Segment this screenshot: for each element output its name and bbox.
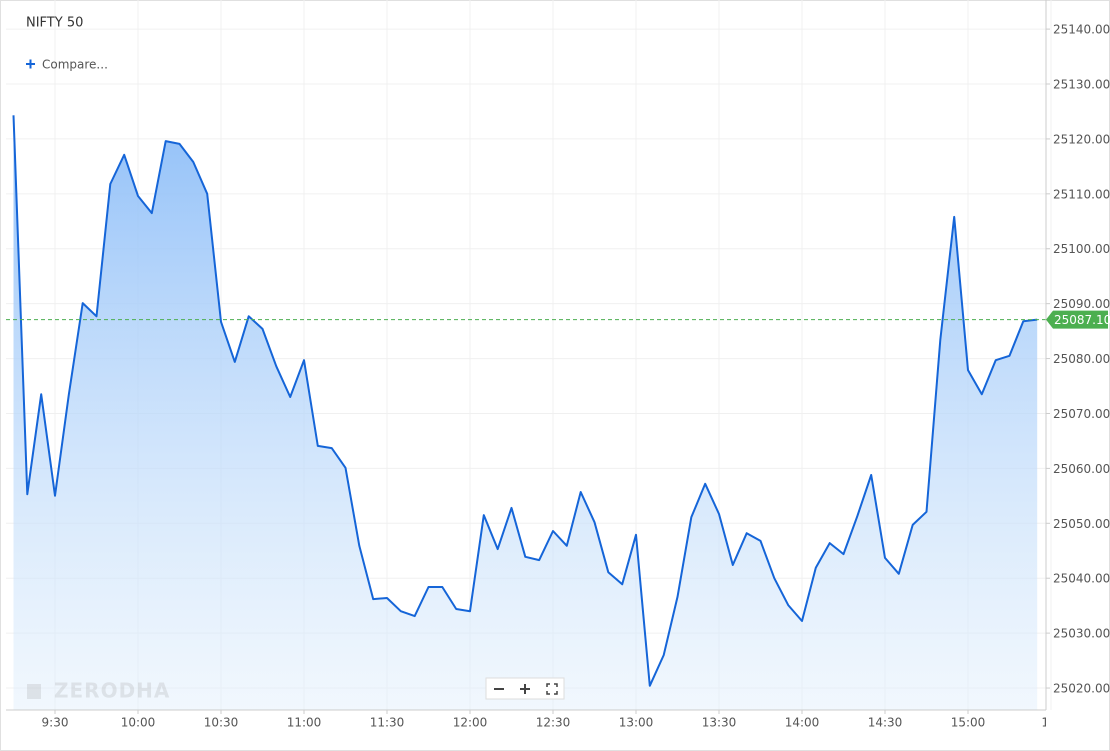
y-tick-label: 25030.00 (1053, 627, 1110, 641)
watermark-text: ZERODHA (54, 679, 170, 703)
y-tick-label: 25110.00 (1053, 187, 1110, 201)
x-tick-label: 13:30 (702, 716, 737, 730)
last-price-tag (1046, 310, 1108, 329)
compare-label[interactable]: Compare... (42, 58, 108, 72)
x-tick-label: 14:00 (785, 716, 820, 730)
x-tick-label: 10:00 (121, 716, 156, 730)
y-tick-label: 25070.00 (1053, 407, 1110, 421)
y-tick-label: 25090.00 (1053, 297, 1110, 311)
x-tick-label: 15:00 (951, 716, 986, 730)
x-tick-label: 12:00 (453, 716, 488, 730)
x-tick-label: 11:30 (370, 716, 405, 730)
plus-icon (26, 59, 35, 69)
last-price-label: 25087.10 (1054, 313, 1110, 327)
y-tick-label: 25140.00 (1053, 23, 1110, 37)
zoom-in[interactable] (520, 684, 530, 694)
y-tick-label: 25120.00 (1053, 132, 1110, 146)
y-tick-label: 25080.00 (1053, 352, 1110, 366)
chart-title: NIFTY 50 (26, 16, 83, 31)
x-tick-label: 15/ (1041, 716, 1061, 730)
zoom-controls (485, 677, 565, 700)
logo (27, 684, 41, 699)
x-tick-label: 10:30 (204, 716, 239, 730)
x-tick-label: 14:30 (868, 716, 903, 730)
y-tick-label: 25020.00 (1053, 682, 1110, 696)
y-tick-label: 25130.00 (1053, 78, 1110, 92)
fullscreen[interactable] (546, 683, 558, 695)
compare-button[interactable]: Compare... (26, 58, 108, 72)
y-tick-label: 25050.00 (1053, 517, 1110, 531)
y-tick-label: 25100.00 (1053, 242, 1110, 256)
x-tick-label: 12:30 (536, 716, 571, 730)
watermark: ZERODHA (27, 679, 170, 703)
x-tick-label: 13:00 (619, 716, 654, 730)
y-tick-label: 25060.00 (1053, 462, 1110, 476)
price-line (12, 115, 1038, 687)
y-tick-label: 25040.00 (1053, 572, 1110, 586)
x-tick-label: 9:30 (42, 716, 69, 730)
x-tick-label: 11:00 (287, 716, 322, 730)
area (13, 115, 1038, 710)
